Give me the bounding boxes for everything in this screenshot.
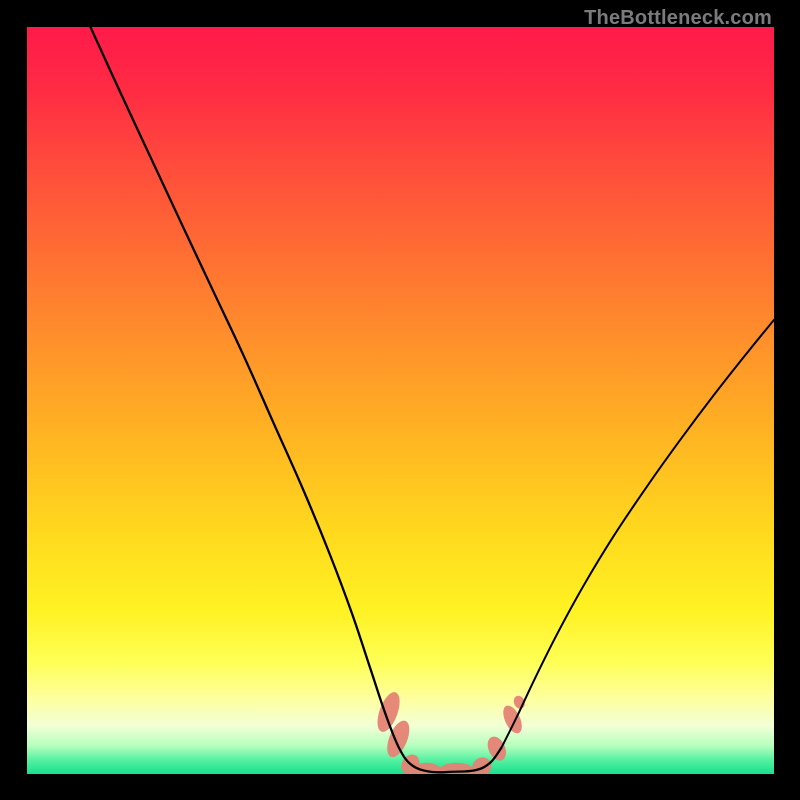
bottleneck-curve-left: [90, 27, 501, 772]
chart-frame: TheBottleneck.com: [0, 0, 800, 800]
plot-area: [27, 27, 774, 774]
marker-blobs: [373, 689, 527, 774]
curve-layer: [27, 27, 774, 774]
bottleneck-curve-right: [501, 320, 774, 748]
